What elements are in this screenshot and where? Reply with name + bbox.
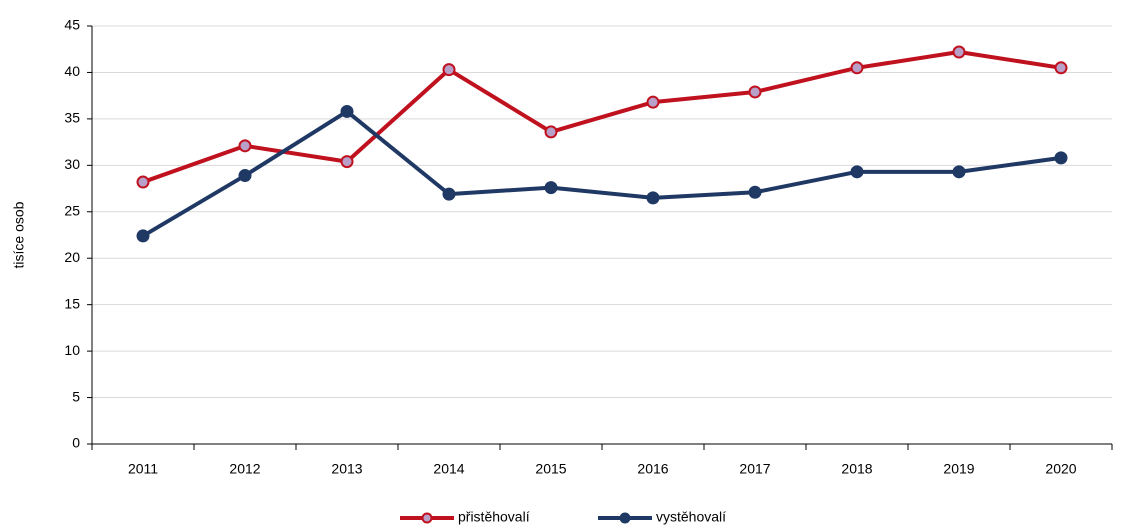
y-tick-label: 5 (72, 388, 80, 404)
x-tick-label: 2016 (637, 461, 668, 477)
point (850, 61, 864, 75)
x-tick-label: 2020 (1045, 461, 1076, 477)
x-tick-label: 2012 (229, 461, 260, 477)
point (442, 187, 456, 201)
x-tick-label: 2019 (943, 461, 974, 477)
legend-marker (421, 512, 433, 524)
y-axis-title: tisíce osob (11, 201, 27, 268)
legend-label: vystěhovalí (656, 509, 726, 525)
x-tick-label: 2011 (128, 461, 158, 477)
point (748, 85, 762, 99)
point (952, 45, 966, 59)
point (952, 165, 966, 179)
y-tick-label: 20 (64, 249, 80, 265)
y-tick-label: 45 (64, 17, 80, 33)
point (136, 175, 150, 189)
legend-label: přistěhovalí (458, 509, 530, 525)
series-line (142, 50, 1062, 184)
point (646, 95, 660, 109)
point (544, 181, 558, 195)
point (544, 125, 558, 139)
point (340, 104, 354, 118)
legend-marker (619, 512, 631, 524)
point (1054, 151, 1068, 165)
point (850, 165, 864, 179)
point (340, 155, 354, 169)
point (136, 229, 150, 243)
x-tick-label: 2014 (433, 461, 464, 477)
point (442, 63, 456, 77)
y-tick-label: 40 (64, 63, 80, 79)
y-tick-label: 25 (64, 202, 80, 218)
series-line (141, 109, 1062, 238)
x-tick-label: 2018 (841, 461, 872, 477)
x-tick-label: 2017 (739, 461, 770, 477)
x-tick-label: 2015 (535, 461, 566, 477)
x-tick-label: 2013 (331, 461, 362, 477)
point (646, 191, 660, 205)
point (238, 139, 252, 153)
point (238, 169, 252, 183)
point (1054, 61, 1068, 75)
y-tick-label: 10 (64, 342, 80, 358)
y-tick-label: 35 (64, 110, 80, 126)
y-tick-label: 30 (64, 156, 80, 172)
point (748, 185, 762, 199)
y-tick-label: 15 (64, 295, 80, 311)
y-tick-label: 0 (72, 435, 80, 451)
